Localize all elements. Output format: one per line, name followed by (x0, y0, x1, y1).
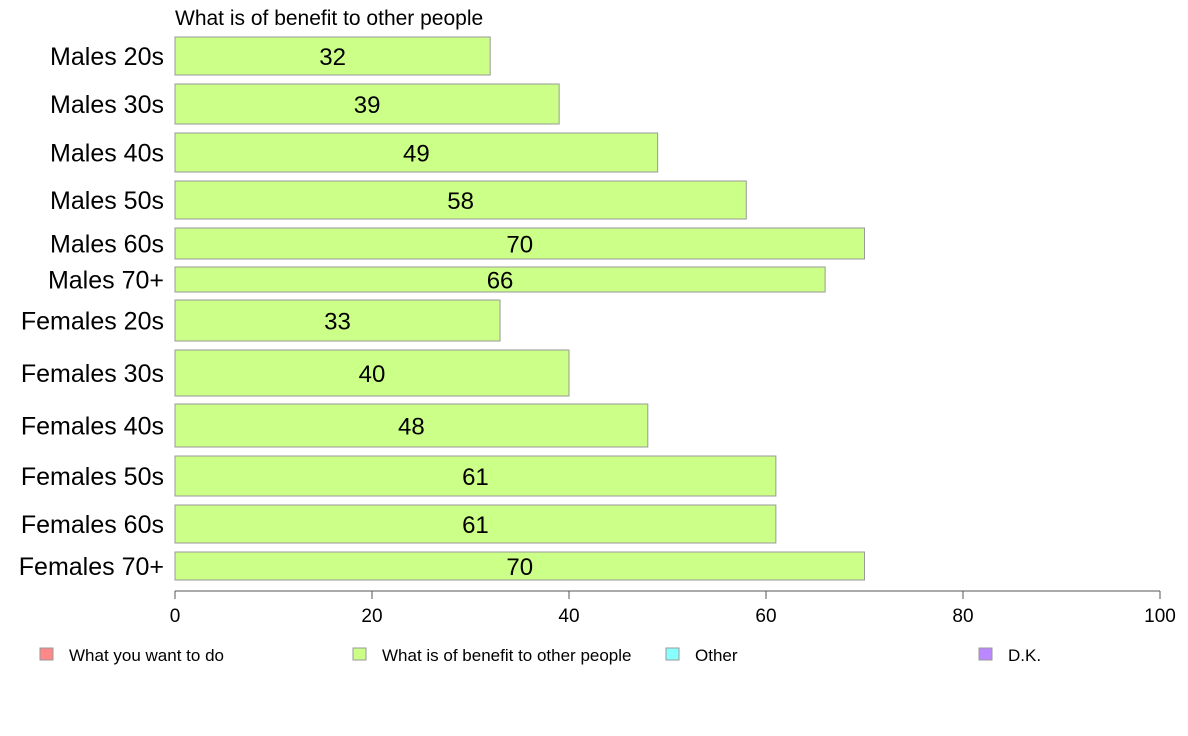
x-tick-label-2: 40 (558, 606, 579, 627)
bar-11 (174, 551, 865, 581)
bar-4 (174, 227, 865, 260)
category-label-6: Females 20s (21, 308, 164, 336)
category-label-2: Males 40s (50, 140, 164, 168)
bar-2 (174, 132, 659, 173)
value-label-5: 66 (487, 268, 514, 295)
category-label-11: Females 70+ (19, 553, 164, 581)
bar-5 (174, 266, 826, 293)
bars-group: Males 20s 32 Males 30s 39 Males 40s 49 Males 5… (19, 36, 865, 581)
category-label-4: Males 60s (50, 231, 164, 259)
category-label-0: Males 20s (50, 43, 164, 71)
value-label-3: 58 (447, 188, 474, 215)
chart-title: What is of benefit to other people (175, 7, 483, 30)
legend: What you want to do What is of benefit to… (39, 646, 1041, 665)
value-label-4: 70 (506, 232, 533, 259)
legend-label-3: D.K. (1008, 646, 1041, 665)
legend-label-1: What is of benefit to other people (382, 646, 632, 665)
legend-label-2: Other (695, 646, 738, 665)
x-tick-label-0: 0 (170, 606, 181, 627)
category-label-10: Females 60s (21, 511, 164, 539)
x-tick-label-5: 100 (1144, 606, 1176, 627)
category-label-5: Males 70+ (48, 267, 164, 295)
bar-1 (174, 83, 560, 125)
value-label-2: 49 (403, 141, 430, 168)
category-label-8: Females 40s (21, 413, 164, 441)
value-label-10: 61 (462, 512, 489, 539)
value-label-1: 39 (354, 92, 381, 119)
category-label-9: Females 50s (21, 463, 164, 491)
bar-8 (174, 403, 649, 448)
bar-10 (174, 504, 777, 544)
value-label-7: 40 (359, 361, 386, 388)
value-label-9: 61 (462, 464, 489, 491)
legend-swatch-0 (39, 647, 54, 661)
legend-swatch-1 (352, 647, 367, 661)
bar-6 (174, 299, 501, 342)
value-label-0: 32 (319, 44, 346, 71)
bar-9 (174, 455, 777, 497)
legend-swatch-3 (978, 647, 993, 661)
value-label-11: 70 (506, 554, 533, 581)
bar-0 (174, 36, 491, 76)
legend-label-0: What you want to do (69, 646, 224, 665)
x-tick-label-4: 80 (952, 606, 973, 627)
x-tick-label-3: 60 (755, 606, 776, 627)
category-label-3: Males 50s (50, 187, 164, 215)
bar-7 (174, 349, 570, 397)
category-label-1: Males 30s (50, 91, 164, 119)
value-label-6: 33 (324, 309, 351, 336)
category-label-7: Females 30s (21, 360, 164, 388)
value-label-8: 48 (398, 414, 425, 441)
legend-swatch-2 (665, 647, 680, 661)
x-tick-label-1: 20 (361, 606, 382, 627)
bar-3 (174, 180, 747, 220)
x-axis: 0 20 40 60 80 100 (170, 590, 1176, 627)
